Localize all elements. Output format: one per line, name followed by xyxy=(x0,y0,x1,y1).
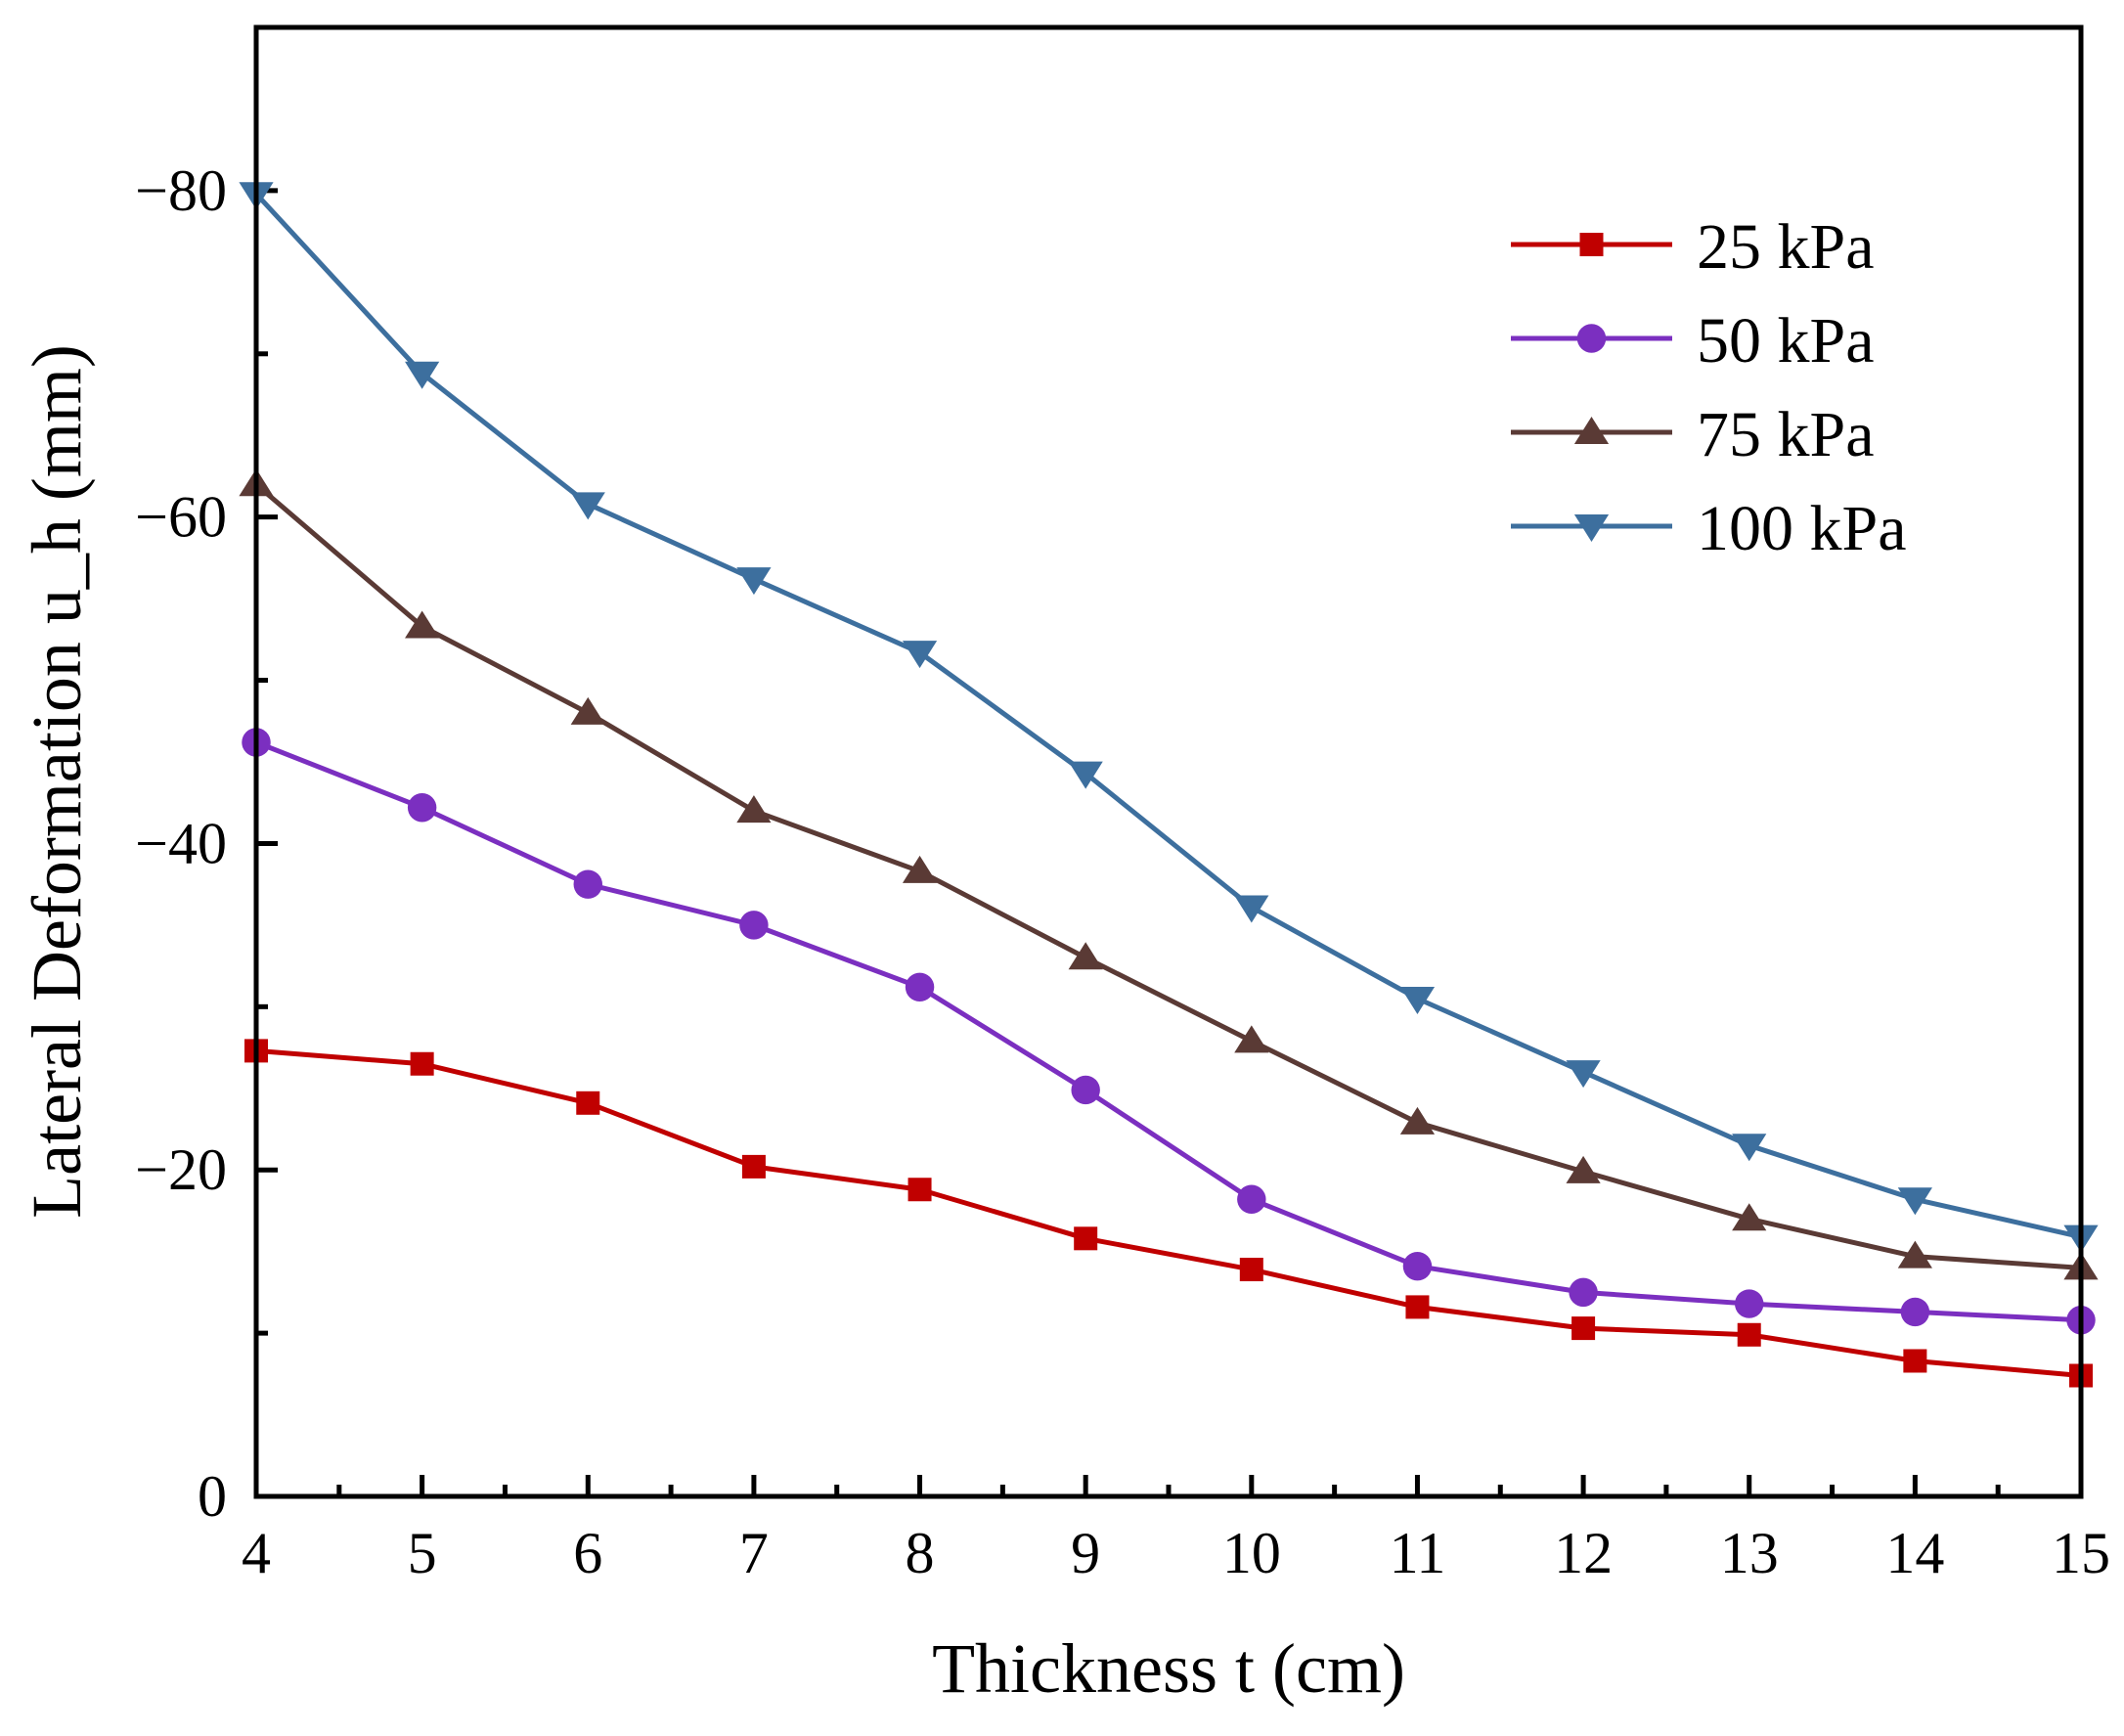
legend-marker xyxy=(1573,417,1610,444)
data-point xyxy=(741,1154,766,1179)
legend-marker xyxy=(1576,324,1607,353)
series-line xyxy=(254,192,2082,1240)
legend-item: 75 kPa xyxy=(1511,399,1875,470)
data-point xyxy=(1402,1251,1433,1281)
y-tick-label: −60 xyxy=(135,485,227,550)
data-point xyxy=(405,610,440,639)
x-axis-ticks: 4 5 6 7 8 9 10 11 12 13 14 15 xyxy=(242,1475,2110,1585)
data-point xyxy=(1897,1187,1932,1216)
x-tick-label: 4 xyxy=(242,1521,271,1585)
legend-label: 75 kPa xyxy=(1697,399,1875,470)
data-point xyxy=(1399,1106,1436,1135)
data-point xyxy=(576,1091,600,1115)
data-point xyxy=(1068,942,1103,970)
y-axis-ticks: 0 −20 −40 −60 −80 xyxy=(135,24,278,1529)
data-point xyxy=(1732,1203,1767,1231)
legend-label: 25 kPa xyxy=(1697,211,1875,283)
y-tick-label: 0 xyxy=(198,1464,227,1529)
data-point xyxy=(570,492,605,520)
x-tick-label: 14 xyxy=(1885,1521,1944,1585)
data-point xyxy=(1735,1289,1764,1318)
series-layer xyxy=(239,182,2099,1388)
legend: 25 kPa 50 kPa 75 kPa 100 kPa xyxy=(1511,211,1907,564)
data-point xyxy=(1897,1240,1932,1269)
data-point xyxy=(1571,1316,1596,1341)
data-point xyxy=(1074,1226,1098,1251)
data-point xyxy=(1234,1025,1269,1053)
series-25-kpa xyxy=(244,1039,2093,1388)
series-100-kpa xyxy=(239,182,2099,1253)
data-point xyxy=(1237,1184,1266,1214)
legend-marker xyxy=(1573,514,1610,542)
legend-item: 50 kPa xyxy=(1511,305,1875,377)
legend-label: 50 kPa xyxy=(1697,305,1875,377)
data-point xyxy=(410,1051,434,1076)
data-point xyxy=(1566,1155,1601,1183)
x-tick-label: 12 xyxy=(1554,1521,1613,1585)
legend-item: 25 kPa xyxy=(1511,211,1875,283)
y-tick-label: −80 xyxy=(135,158,227,223)
series-line xyxy=(255,1047,2082,1378)
data-point xyxy=(1569,1277,1598,1308)
data-point xyxy=(907,1178,932,1202)
data-point xyxy=(405,361,440,389)
data-point xyxy=(1737,1322,1761,1347)
x-tick-label: 10 xyxy=(1222,1521,1281,1585)
data-point xyxy=(1405,1295,1430,1319)
data-point xyxy=(1900,1297,1930,1327)
y-tick-label: −40 xyxy=(135,811,227,875)
plot-area-frame xyxy=(253,24,2084,1499)
data-point xyxy=(739,911,769,940)
y-tick-label: −20 xyxy=(135,1137,227,1202)
data-point xyxy=(736,795,772,823)
series-75-kpa xyxy=(239,468,2099,1280)
data-point xyxy=(1566,1060,1601,1089)
legend-label: 100 kPa xyxy=(1697,493,1907,564)
x-tick-label: 7 xyxy=(739,1521,769,1585)
data-point xyxy=(1732,1134,1767,1162)
x-tick-label: 15 xyxy=(2052,1521,2110,1585)
y-axis-label: Lateral Deformation u_h (mm) xyxy=(18,344,96,1219)
data-point xyxy=(1234,895,1269,923)
legend-item: 100 kPa xyxy=(1511,493,1907,564)
data-point xyxy=(1068,761,1103,789)
data-point xyxy=(1239,1258,1263,1282)
data-point xyxy=(736,567,772,596)
data-point xyxy=(570,696,605,725)
series-line xyxy=(255,739,2082,1323)
x-tick-label: 6 xyxy=(573,1521,602,1585)
x-tick-label: 5 xyxy=(408,1521,437,1585)
data-point xyxy=(1903,1349,1927,1373)
data-point xyxy=(407,793,437,823)
x-tick-label: 11 xyxy=(1390,1521,1446,1585)
data-point xyxy=(905,972,935,1002)
legend-marker xyxy=(1579,233,1604,256)
data-point xyxy=(902,855,938,883)
series-line xyxy=(254,482,2082,1270)
x-tick-label: 13 xyxy=(1720,1521,1779,1585)
data-point xyxy=(902,641,938,669)
data-point xyxy=(1399,986,1436,1014)
data-point xyxy=(1071,1075,1100,1105)
x-tick-label: 9 xyxy=(1071,1521,1100,1585)
x-axis-label: Thickness t (cm) xyxy=(932,1629,1405,1708)
x-tick-label: 8 xyxy=(906,1521,935,1585)
data-point xyxy=(573,869,602,899)
